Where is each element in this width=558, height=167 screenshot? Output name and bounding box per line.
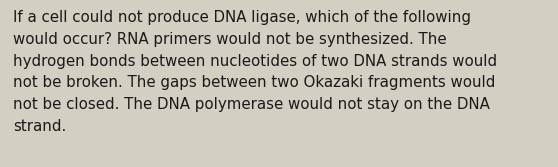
Text: not be closed. The DNA polymerase would not stay on the DNA: not be closed. The DNA polymerase would … bbox=[13, 97, 490, 112]
Text: would occur? RNA primers would not be synthesized. The: would occur? RNA primers would not be sy… bbox=[13, 32, 446, 47]
Text: If a cell could not produce DNA ligase, which of the following: If a cell could not produce DNA ligase, … bbox=[13, 10, 471, 25]
Text: hydrogen bonds between nucleotides of two DNA strands would: hydrogen bonds between nucleotides of tw… bbox=[13, 54, 497, 69]
Text: not be broken. The gaps between two Okazaki fragments would: not be broken. The gaps between two Okaz… bbox=[13, 75, 496, 90]
Text: strand.: strand. bbox=[13, 119, 66, 134]
